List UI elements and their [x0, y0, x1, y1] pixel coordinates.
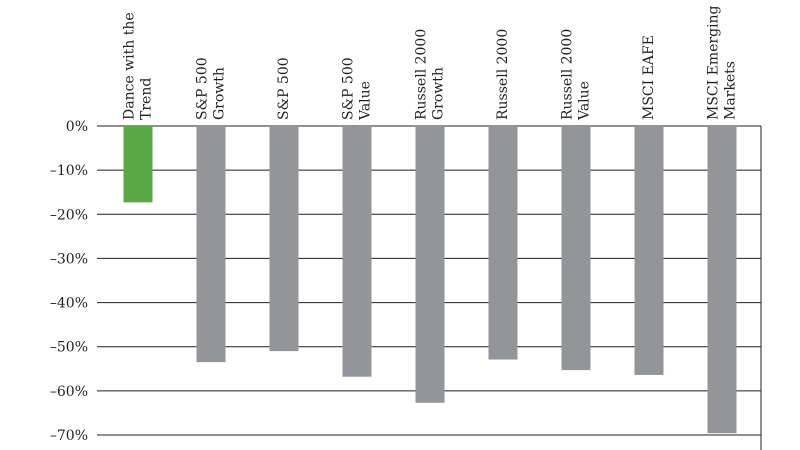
bar: [707, 126, 737, 434]
bar: [269, 126, 299, 352]
category-label: Russell 2000: [560, 29, 576, 120]
y-tick-label: –20%: [50, 207, 88, 223]
y-tick-label: –70%: [50, 428, 88, 444]
category-label: S&P 500: [195, 57, 211, 120]
category-label: Dance with the: [122, 12, 138, 120]
bars: [123, 126, 737, 434]
category-label: Russell 2000: [414, 29, 430, 120]
bar: [123, 126, 153, 203]
category-label: Growth: [212, 67, 228, 120]
category-label: MSCI EAFE: [641, 35, 657, 120]
bar: [634, 126, 664, 375]
category-label: Russell 2000: [495, 29, 511, 120]
category-label: Growth: [431, 67, 447, 120]
y-tick-label: 0%: [66, 119, 88, 135]
category-label: Trend: [139, 78, 155, 120]
y-tick-label: –60%: [50, 384, 88, 400]
y-tick-label: –30%: [50, 251, 88, 267]
y-axis-tick-labels: 0% –10% –20% –30% –40% –50% –60% –70%: [50, 119, 88, 444]
category-label: Value: [577, 81, 593, 121]
bar: [196, 126, 226, 363]
bar: [415, 126, 445, 403]
bar: [488, 126, 518, 360]
y-tick-label: –10%: [50, 163, 88, 179]
category-labels: Dance with the Trend S&P 500 Growth S&P 500 S…: [122, 5, 739, 121]
category-label: MSCI Emerging: [706, 5, 722, 120]
bar: [561, 126, 591, 371]
bar: [342, 126, 372, 377]
category-label: S&P 500: [341, 57, 357, 120]
category-label: S&P 500: [276, 57, 292, 120]
category-label: Markets: [723, 61, 739, 120]
y-tick-label: –40%: [50, 296, 88, 312]
category-label: Value: [358, 81, 374, 121]
y-tick-label: –50%: [50, 340, 88, 356]
